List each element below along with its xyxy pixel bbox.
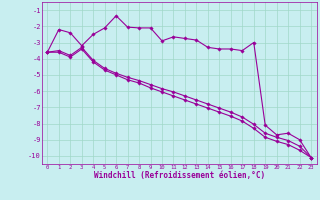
- X-axis label: Windchill (Refroidissement éolien,°C): Windchill (Refroidissement éolien,°C): [94, 171, 265, 180]
